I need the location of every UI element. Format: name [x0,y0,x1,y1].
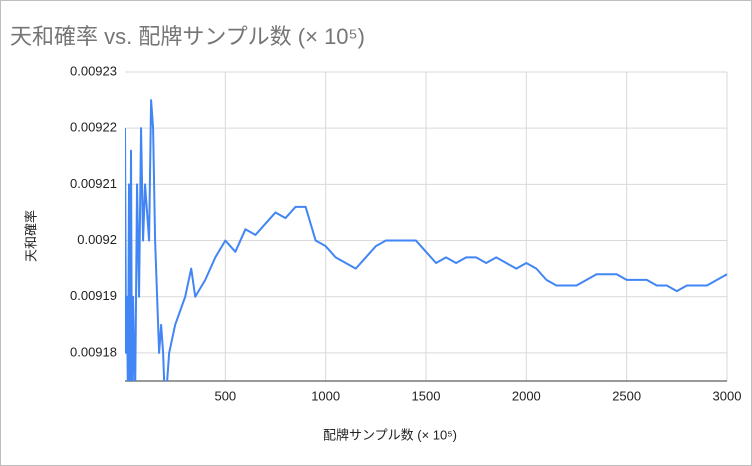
x-tick-label: 500 [214,388,236,403]
x-tick-label: 1000 [311,388,340,403]
x-tick-label: 3000 [713,388,742,403]
plot-area [125,99,728,381]
data-line [125,99,728,381]
y-tick-label: 0.00919 [70,288,117,303]
y-tick-label: 0.00922 [70,120,117,135]
y-tick-label: 0.00921 [70,176,117,191]
x-tick-label: 1500 [412,388,441,403]
y-tick-label: 0.00918 [70,344,117,359]
x-axis-label: 配牌サンプル数 (× 10⁵) [323,427,457,442]
x-tick-label: 2000 [512,388,541,403]
y-axis-label: 天和確率 [23,210,38,262]
y-tick-label: 0.0092 [77,232,117,247]
y-tick-label: 0.00923 [70,63,117,78]
chart-title: 天和確率 vs. 配牌サンプル数 (× 10⁵) [10,24,365,49]
x-tick-label: 2500 [612,388,641,403]
